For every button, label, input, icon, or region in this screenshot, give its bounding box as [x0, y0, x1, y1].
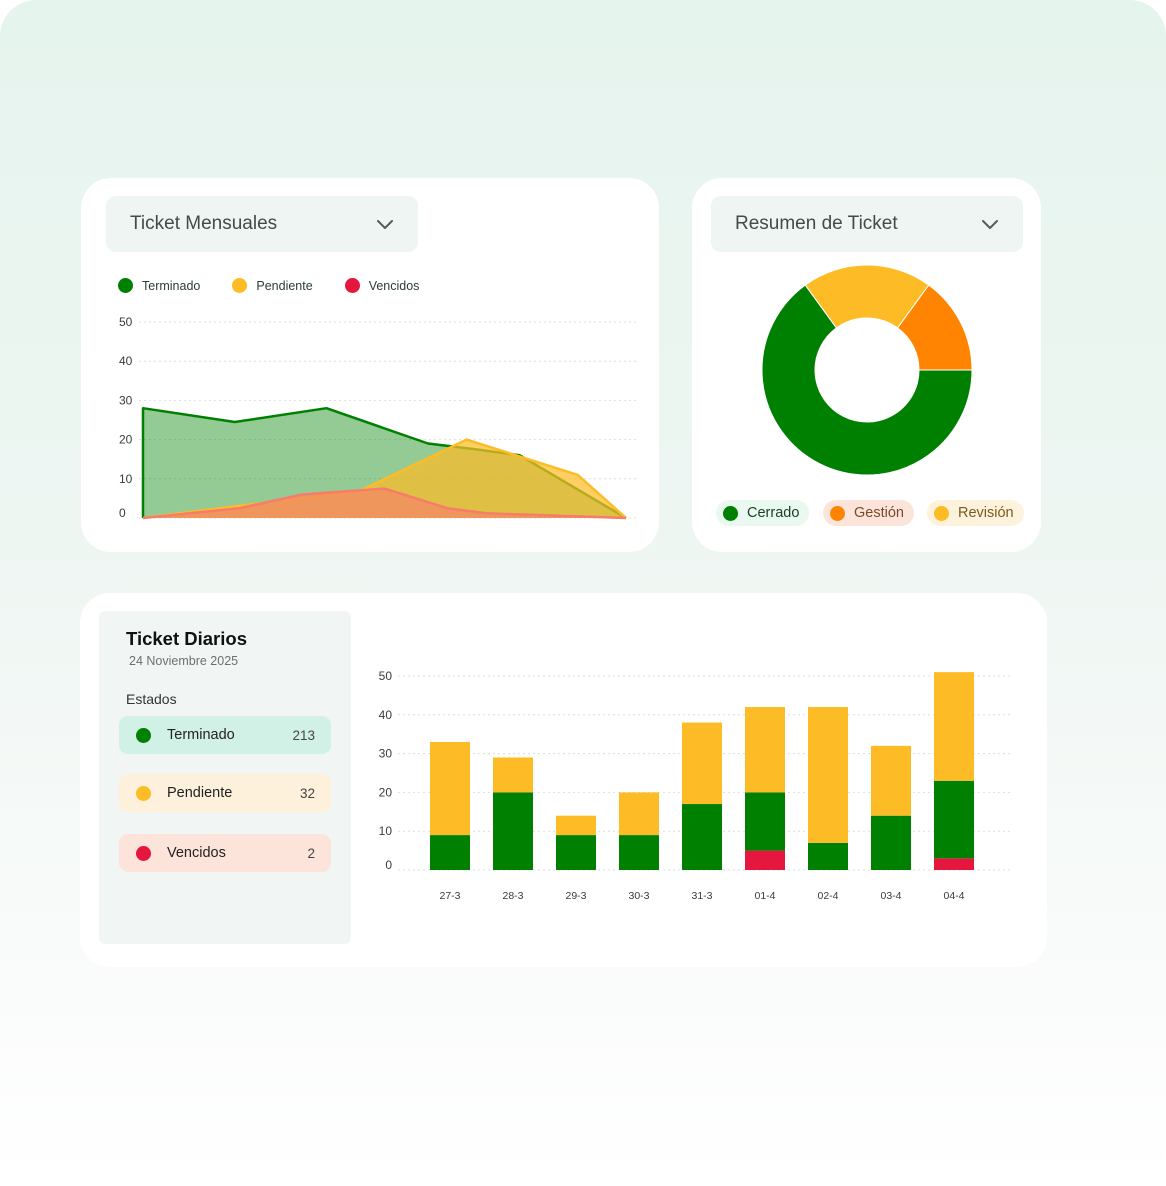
legend-label: Pendiente: [256, 278, 313, 293]
pill-dot: [934, 505, 949, 521]
pill-revision[interactable]: Revisión: [927, 500, 1024, 526]
status-count: 213: [292, 727, 315, 743]
status-vencidos[interactable]: Vencidos 2: [119, 834, 331, 872]
bar-segment-pendiente: [556, 815, 596, 836]
y-tick-label: 0: [119, 506, 126, 520]
x-tick-label: 31-3: [691, 890, 712, 902]
x-tick-label: 03-4: [880, 890, 901, 902]
pill-label: Gestión: [854, 505, 904, 521]
ticket-donut-chart: [761, 264, 973, 476]
area-pendiente: [143, 439, 626, 518]
pill-label: Revisión: [958, 505, 1014, 521]
chevron-down-icon: [982, 220, 998, 229]
daily-bar-chart: 0 10 20 30 40 50 27-3 28-3 29-3 30-3 31-3 01-4 02-4 0…: [379, 669, 1010, 902]
bar-segment-pendiente: [871, 745, 911, 816]
line-vencidos: [142, 487, 627, 520]
x-tick-label: 02-4: [817, 890, 838, 902]
summary-dropdown[interactable]: Resumen de Ticket: [711, 196, 1023, 252]
donut-slice-gestión: [896, 284, 973, 371]
status-count: 2: [307, 845, 315, 861]
bar-segment-pendiente: [682, 722, 722, 805]
y-tick-label: 20: [119, 433, 133, 447]
bar-segment-terminado: [430, 835, 470, 870]
bar-segment-terminado: [556, 835, 596, 870]
status-pendiente[interactable]: Pendiente 32: [119, 774, 331, 812]
y-tick-label: 10: [119, 472, 133, 486]
monthly-legend: Terminado Pendiente Vencidos: [118, 278, 451, 293]
y-tick-label: 0: [385, 858, 392, 872]
bar-segment-pendiente: [808, 707, 848, 843]
monthly-tickets-card: Ticket Mensuales Terminado Pendiente Ven…: [81, 178, 659, 552]
bar-segment-terminado: [934, 780, 974, 859]
x-tick-label: 04-4: [943, 890, 964, 902]
legend-item-terminado: Terminado: [118, 278, 200, 293]
status-label: Vencidos: [167, 845, 226, 861]
pill-cerrado[interactable]: Cerrado: [716, 500, 810, 526]
pill-label: Cerrado: [747, 505, 800, 521]
y-tick-label: 40: [379, 708, 393, 722]
x-tick-label: 01-4: [754, 890, 775, 902]
status-label: Pendiente: [167, 785, 233, 801]
summary-dropdown-label: Resumen de Ticket: [735, 213, 898, 234]
legend-item-pendiente: Pendiente: [232, 278, 313, 293]
pill-dot: [723, 505, 738, 521]
y-tick-label: 30: [379, 747, 393, 761]
bar-segment-pendiente: [934, 672, 974, 781]
legend-dot: [118, 278, 133, 293]
x-tick-label: 30-3: [628, 890, 649, 902]
bar-segment-terminado: [619, 835, 659, 870]
status-terminado[interactable]: Terminado 213: [119, 716, 331, 754]
legend-item-vencidos: Vencidos: [344, 278, 420, 293]
donut-slice-revisión: [804, 264, 930, 329]
bar-segment-pendiente: [430, 741, 470, 836]
bar-segment-terminado: [808, 842, 848, 870]
monthly-area-chart: 0 10 20 30 40 50: [119, 315, 638, 520]
y-tick-label: 40: [119, 354, 133, 368]
chevron-down-icon: [377, 220, 393, 229]
bar-segment-pendiente: [745, 707, 785, 793]
bar-segment-pendiente: [493, 757, 533, 793]
daily-tickets-card: Ticket Diarios 24 Noviembre 2025 Estados…: [80, 593, 1047, 967]
legend-label: Terminado: [142, 278, 201, 293]
bar-segment-vencidos: [745, 850, 785, 870]
donut-slice-cerrado: [761, 284, 973, 476]
bar-segment-terminado: [871, 815, 911, 870]
monthly-dropdown-label: Ticket Mensuales: [130, 213, 278, 234]
area-vencidos: [143, 488, 626, 518]
ticket-summary-card: Resumen de Ticket Cerrado Gestión Revisi…: [692, 178, 1041, 552]
x-tick-label: 29-3: [565, 890, 586, 902]
monthly-period-dropdown[interactable]: Ticket Mensuales: [106, 196, 418, 252]
y-tick-label: 20: [379, 785, 393, 799]
y-tick-label: 50: [119, 315, 133, 329]
status-dot: [136, 727, 151, 743]
estados-label: Estados: [126, 691, 177, 707]
pill-gestion[interactable]: Gestión: [823, 500, 914, 526]
x-tick-label: 27-3: [439, 890, 460, 902]
x-tick-label: 28-3: [502, 890, 523, 902]
legend-label: Vencidos: [368, 278, 420, 293]
daily-title: Ticket Diarios: [126, 628, 247, 649]
bar-segment-terminado: [682, 804, 722, 870]
bar-segment-terminado: [745, 792, 785, 851]
pill-dot: [830, 505, 845, 521]
status-dot: [136, 785, 151, 801]
daily-date: 24 Noviembre 2025: [129, 654, 239, 668]
y-tick-label: 30: [119, 393, 133, 407]
daily-side-panel: Ticket Diarios 24 Noviembre 2025 Estados…: [99, 611, 351, 944]
bar-segment-pendiente: [619, 792, 659, 836]
status-dot: [136, 845, 151, 861]
y-tick-label: 50: [379, 669, 393, 683]
legend-dot: [344, 278, 360, 293]
status-count: 32: [299, 785, 315, 801]
legend-dot: [232, 278, 248, 293]
status-label: Terminado: [167, 727, 235, 743]
bar-segment-vencidos: [934, 858, 974, 870]
y-tick-label: 10: [379, 824, 393, 838]
bar-segment-terminado: [493, 792, 533, 870]
